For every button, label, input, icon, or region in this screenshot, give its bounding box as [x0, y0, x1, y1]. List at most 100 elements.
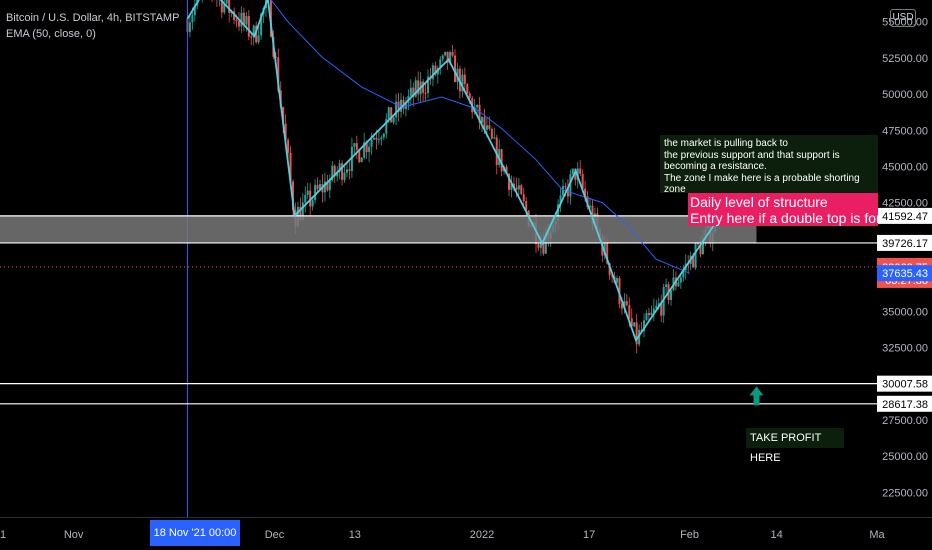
candle-body [579, 168, 582, 174]
candle-body [692, 255, 695, 268]
candle-body [461, 74, 464, 92]
candle-body [481, 117, 484, 123]
entry-note: Daily level of structure Entry here if a… [688, 193, 878, 226]
candle-body [444, 51, 447, 56]
candle-body [427, 76, 430, 94]
ema-indicator-label[interactable]: EMA (50, close, 0) [6, 28, 96, 40]
analysis-note: the market is pulling back to the previo… [660, 135, 878, 193]
time-tick-label: 14 [770, 529, 782, 541]
candle-body [628, 305, 631, 319]
candle-body [682, 270, 685, 278]
candle-body [485, 125, 488, 130]
candle-body [282, 106, 285, 124]
candle-body [287, 139, 290, 153]
candle-body [400, 99, 403, 112]
candle-body [620, 303, 623, 309]
ema-line [270, 0, 690, 274]
candle-body [223, 3, 226, 13]
candle-body [655, 305, 658, 309]
price-line-tag-label: 39726.17 [882, 238, 928, 250]
candle-body [387, 107, 390, 119]
candle-body [417, 80, 420, 95]
price-line-tag [877, 395, 932, 412]
candle-body [360, 157, 363, 163]
candle-body [316, 184, 319, 190]
candle-body [635, 322, 638, 345]
candle-body [510, 183, 513, 190]
candle-body [331, 165, 334, 181]
time-tick-label: 17 [583, 529, 595, 541]
candle-body [515, 187, 518, 190]
candle-body [557, 204, 560, 221]
candle-body [370, 139, 373, 147]
candle-body [311, 200, 314, 207]
candle-body [660, 303, 663, 316]
candle-body [309, 190, 312, 207]
price-tick-label: 45000.00 [882, 162, 928, 174]
candle-body [476, 104, 479, 108]
candle-body [662, 287, 665, 316]
zigzag-path [186, 0, 718, 343]
price-tick-label: 55000.00 [882, 17, 928, 29]
candle-body [606, 242, 609, 264]
candle-body [220, 0, 223, 13]
candle-body [559, 195, 562, 205]
candle-body [355, 143, 358, 150]
time-axis[interactable]: 21 Nov Dec 13 2022 17 Feb 14 Ma [0, 517, 932, 550]
price-tick-label: 42500.00 [882, 198, 928, 210]
candle-body [228, 0, 231, 13]
candle-body [363, 142, 366, 158]
candle-body [650, 312, 653, 316]
time-tick-label: 13 [349, 529, 361, 541]
price-line-tag-label: 28617.38 [882, 399, 928, 411]
time-tick-label: 2022 [470, 529, 494, 541]
candle-body [539, 243, 542, 248]
candle-body [591, 205, 594, 225]
candle-body [191, 15, 194, 23]
candle-body [299, 206, 302, 221]
candle-body [490, 128, 493, 139]
price-tick-label: 50000.00 [882, 89, 928, 101]
candle-body [616, 278, 619, 283]
candle-body [188, 22, 191, 32]
candle-body [618, 278, 621, 304]
candle-body [245, 16, 248, 25]
candle-body [242, 12, 245, 25]
candle-body [375, 137, 378, 140]
price-line-tag-label: 41592.47 [882, 211, 928, 223]
candle-body [699, 244, 702, 255]
price-tick-label: 32500.00 [882, 343, 928, 355]
candle-body [625, 301, 628, 306]
candle-body [240, 12, 243, 27]
candle-body [488, 125, 491, 129]
candle-body [441, 55, 444, 60]
ema-value-tag [877, 265, 932, 282]
price-line-tag-label: 30007.58 [882, 379, 928, 391]
candle-body [508, 173, 511, 190]
candle-body [493, 137, 496, 139]
candle-body [365, 142, 368, 153]
candle-body [608, 263, 611, 276]
resistance-zone [0, 215, 757, 243]
candle-body [451, 52, 454, 56]
price-line-tag [877, 207, 932, 224]
price-tick-label: 35000.00 [882, 306, 928, 318]
candle-body [235, 19, 238, 22]
candle-body [338, 163, 341, 172]
candle-body [468, 93, 471, 99]
candle-body [589, 205, 592, 208]
candle-body [434, 65, 437, 75]
currency-button[interactable]: USD [890, 9, 916, 27]
candle-body [537, 244, 540, 248]
price-axis[interactable]: 22500.00 25000.00 27500.00 32500.00 35000.00… [877, 0, 932, 550]
symbol-title[interactable]: Bitcoin / U.S. Dollar, 4h, BITSTAMP [6, 12, 180, 24]
candle-body [633, 322, 636, 327]
daily-level-text: Daily level of structure [690, 194, 828, 210]
candle-body [500, 149, 503, 172]
candle-body [449, 52, 452, 63]
price-tick-label: 22500.00 [882, 487, 928, 499]
price-tick-label: 25000.00 [882, 451, 928, 463]
candle-body [422, 81, 425, 93]
candle-body [483, 117, 486, 130]
